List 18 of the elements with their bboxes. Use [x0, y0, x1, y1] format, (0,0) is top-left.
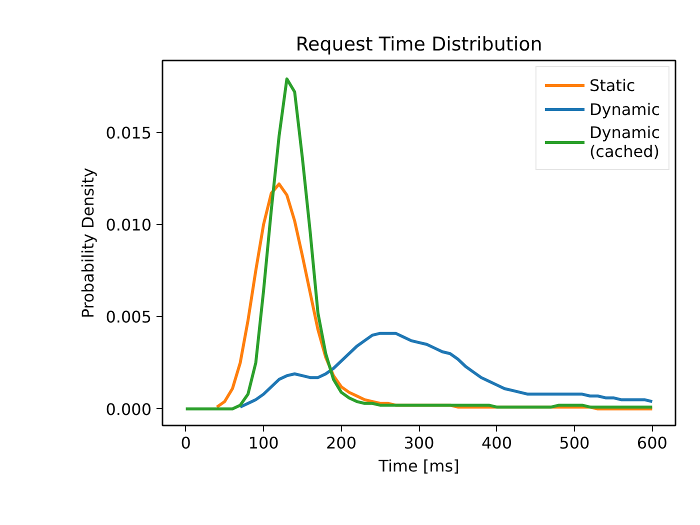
x-tick-label: 200: [326, 434, 357, 452]
y-tick-label: 0.010: [106, 216, 152, 235]
line-series: [238, 332, 654, 409]
chart-title: Request Time Distribution: [296, 34, 542, 56]
y-tick-label: 0.000: [106, 400, 152, 419]
x-tick-label: 300: [404, 434, 434, 452]
legend-label: Static: [589, 76, 636, 94]
x-tick-label: 100: [248, 434, 279, 452]
legend-label: Dynamic: [589, 100, 660, 118]
x-tick-label: 500: [559, 434, 590, 452]
x-tick-label: 0: [180, 434, 191, 452]
x-axis-title: Time [ms]: [378, 456, 460, 476]
x-tick-label: 600: [636, 434, 668, 452]
y-axis-title: Probability Density: [78, 168, 98, 318]
x-tick-label: 400: [481, 434, 512, 452]
legend-label: Dynamic (cached): [589, 123, 660, 161]
y-tick-label: 0.015: [106, 123, 152, 142]
y-tick-label: 0.005: [106, 308, 152, 327]
